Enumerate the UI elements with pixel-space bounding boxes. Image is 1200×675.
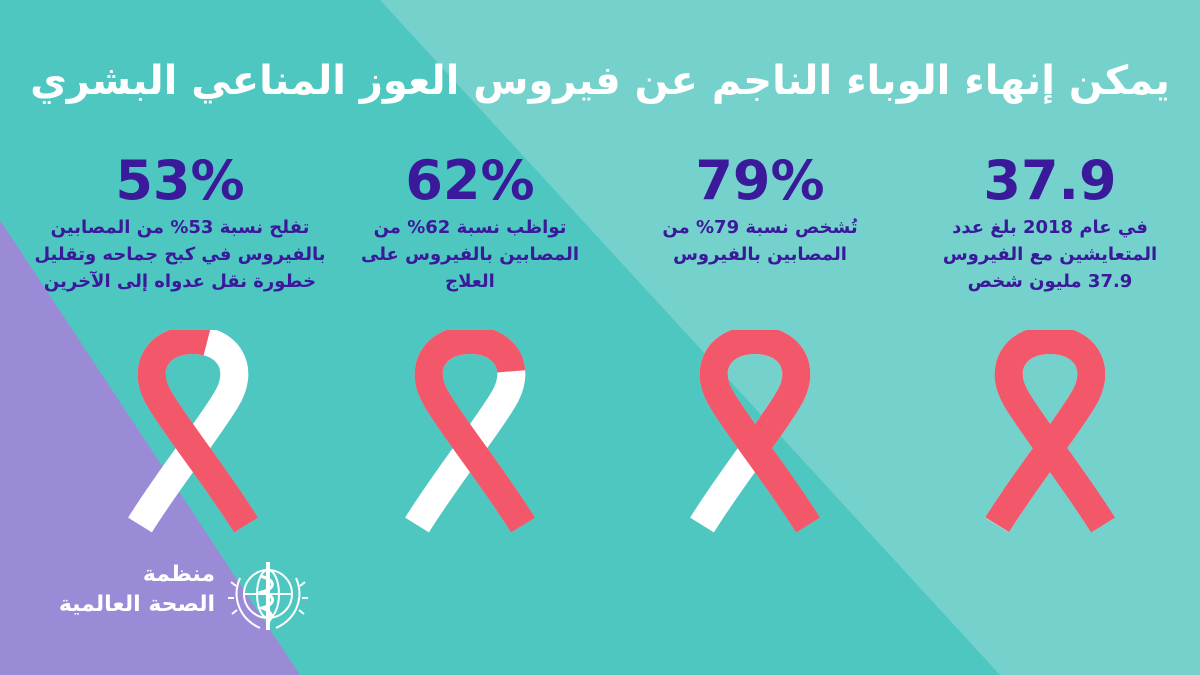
stat-value: 62% — [405, 149, 535, 212]
stat-description: تواظب نسبة 62% من المصابين بالفيروس على … — [325, 214, 615, 295]
desc-line: تُشخص نسبة 79% من — [662, 217, 858, 238]
ribbon-icon — [985, 330, 1115, 533]
stat-value: 79% — [695, 149, 825, 212]
desc-line: خطورة نقل عدواه إلى الآخرين — [43, 271, 317, 292]
stat-diagnosed: 79% تُشخص نسبة 79% من المصابين بالفيروس — [615, 150, 905, 268]
stat-description: تفلح نسبة 53% من المصابين بالفيروس في كب… — [20, 214, 340, 295]
stat-value: 37.9 — [983, 149, 1117, 212]
stat-description: تُشخص نسبة 79% من المصابين بالفيروس — [615, 214, 905, 268]
desc-line: المتعايشين مع الفيروس — [942, 244, 1158, 265]
desc-line: 37.9 مليون شخص — [967, 271, 1133, 292]
stat-people-living: 37.9 في عام 2018 بلغ عدد المتعايشين مع ا… — [905, 150, 1195, 295]
ribbon-front-strand — [994, 370, 1115, 533]
page-title: يمكن إنهاء الوباء الناجم عن فيروس العوز … — [30, 58, 1170, 104]
desc-line: تفلح نسبة 53% من المصابين — [50, 217, 310, 238]
ribbon-front-strand — [699, 370, 820, 533]
stat-viral-suppression: 53% تفلح نسبة 53% من المصابين بالفيروس ف… — [20, 150, 340, 295]
logo-line: الصحة العالمية — [58, 592, 215, 617]
stat-description: في عام 2018 بلغ عدد المتعايشين مع الفيرو… — [905, 214, 1195, 295]
desc-line: العلاج — [445, 271, 495, 292]
stat-value: 53% — [115, 149, 245, 212]
who-logo: منظمة الصحة العالمية — [40, 556, 310, 638]
stat-on-treatment: 62% تواظب نسبة 62% من المصابين بالفيروس … — [325, 150, 615, 295]
ribbon-front-strand — [414, 370, 535, 533]
desc-line: تواظب نسبة 62% من — [373, 217, 567, 238]
ribbon-icon — [405, 330, 535, 533]
desc-line: في عام 2018 بلغ عدد — [952, 217, 1148, 238]
ribbon-front-strand — [137, 370, 258, 533]
desc-line: المصابين بالفيروس — [673, 244, 847, 265]
desc-line: المصابين بالفيروس على — [361, 244, 579, 265]
logo-line: منظمة — [142, 562, 215, 587]
who-emblem-icon — [228, 562, 308, 630]
desc-line: بالفيروس في كبح جماحه وتقليل — [34, 244, 326, 265]
ribbon-icon — [690, 330, 820, 533]
ribbon-icon — [128, 330, 258, 533]
logo-text: منظمة الصحة العالمية — [59, 560, 215, 620]
